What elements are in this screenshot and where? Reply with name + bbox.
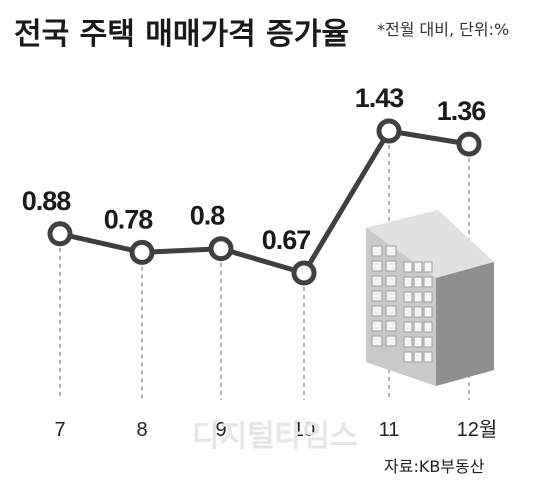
data-labels: 0.88 0.78 0.8 0.67 1.43 1.36 — [22, 83, 488, 255]
data-label: 1.36 — [437, 96, 487, 126]
x-tick-label: 9 — [215, 419, 226, 441]
x-tick-label: 7 — [54, 419, 65, 441]
data-point — [291, 260, 317, 286]
chart-title: 전국 주택 매매가격 증가율 — [14, 17, 349, 52]
data-label: 1.43 — [355, 83, 405, 113]
x-tick-label: 12월 — [457, 418, 498, 441]
data-label: 0.78 — [104, 204, 154, 234]
chart-subtitle: *전월 대비, 단위:% — [377, 20, 509, 39]
x-tick-label: 10 — [293, 419, 315, 441]
building-windows — [371, 245, 433, 363]
source-note: 자료:KB부동산 — [384, 457, 485, 476]
data-point — [456, 131, 482, 157]
data-label: 0.88 — [22, 186, 72, 216]
x-tick-label: 8 — [136, 419, 147, 441]
data-label: 0.67 — [262, 225, 311, 255]
x-axis-ticks: 7 8 9 10 11 12월 — [54, 418, 497, 441]
data-point — [376, 118, 402, 144]
building-illustration — [366, 210, 494, 386]
watermark: 디지털타임스 — [192, 419, 358, 454]
data-label: 0.8 — [190, 201, 226, 231]
data-markers — [47, 118, 482, 286]
data-point — [129, 239, 155, 265]
x-tick-label: 11 — [379, 419, 400, 441]
data-point — [208, 236, 234, 262]
series-line — [59, 128, 470, 276]
data-point — [47, 221, 73, 247]
